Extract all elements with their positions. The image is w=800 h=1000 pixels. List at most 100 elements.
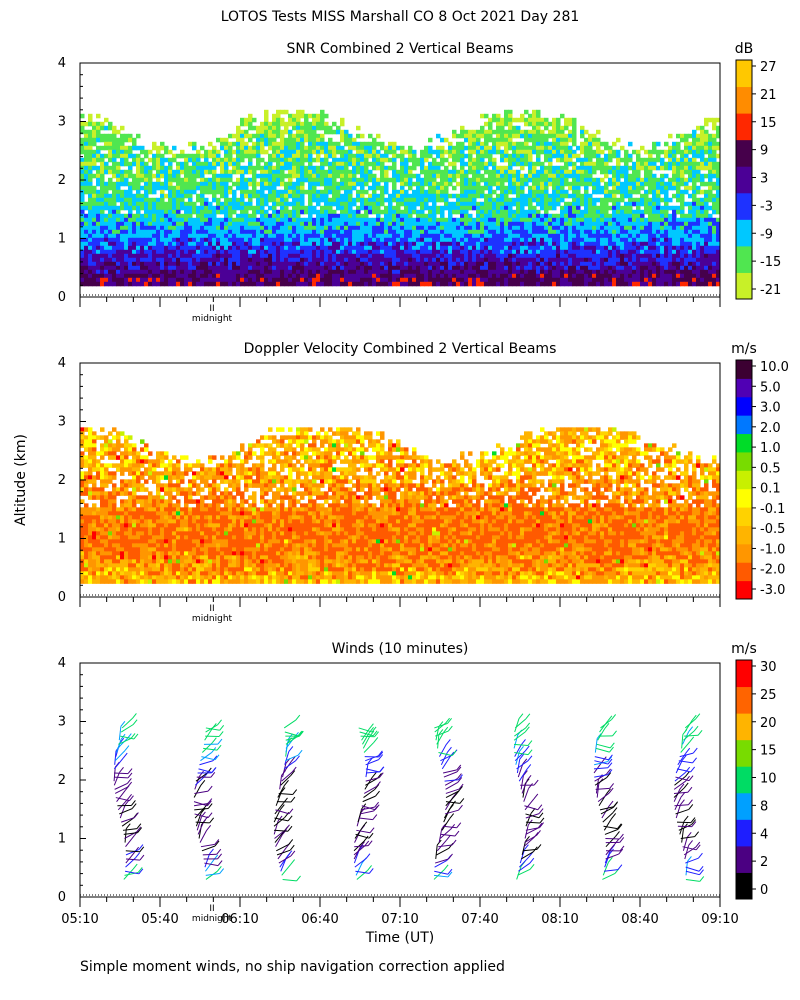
snr-cell bbox=[320, 181, 325, 187]
snr-cell bbox=[372, 181, 377, 187]
snr-cell bbox=[248, 113, 253, 119]
snr-cell bbox=[464, 181, 469, 187]
snr-cell bbox=[636, 189, 641, 195]
snr-cell bbox=[592, 177, 597, 183]
snr-cell bbox=[584, 261, 589, 267]
snr-cell bbox=[312, 197, 317, 203]
snr-cell bbox=[452, 209, 457, 215]
snr-cell bbox=[264, 225, 269, 231]
snr-cell bbox=[212, 177, 217, 183]
snr-cell bbox=[192, 161, 197, 167]
snr-cell bbox=[708, 261, 713, 267]
snr-cell bbox=[628, 197, 633, 203]
snr-cell bbox=[156, 165, 161, 171]
snr-cell bbox=[88, 253, 93, 259]
snr-cell bbox=[716, 237, 721, 243]
snr-cell bbox=[316, 221, 321, 227]
snr-cell bbox=[536, 117, 541, 123]
snr-cell bbox=[348, 257, 353, 263]
snr-cell bbox=[516, 217, 521, 223]
snr-cell bbox=[588, 145, 593, 151]
snr-cell bbox=[344, 193, 349, 199]
snr-cell bbox=[700, 133, 705, 139]
snr-cell bbox=[596, 213, 601, 219]
snr-cell bbox=[404, 193, 409, 199]
snr-cell bbox=[112, 173, 117, 179]
snr-cell bbox=[372, 141, 377, 147]
snr-cell bbox=[352, 197, 357, 203]
snr-cell bbox=[264, 177, 269, 183]
snr-cell bbox=[100, 217, 105, 223]
snr-cell bbox=[336, 189, 341, 195]
snr-cell bbox=[256, 197, 261, 203]
snr-cell bbox=[568, 181, 573, 187]
snr-cell bbox=[708, 177, 713, 183]
snr-cell bbox=[384, 185, 389, 191]
snr-cell bbox=[340, 173, 345, 179]
snr-cell bbox=[468, 145, 473, 151]
snr-cell bbox=[412, 193, 417, 199]
snr-cell bbox=[504, 201, 509, 207]
snr-cell bbox=[280, 137, 285, 143]
snr-cell bbox=[644, 237, 649, 243]
snr-cell bbox=[308, 229, 313, 235]
snr-cell bbox=[684, 261, 689, 267]
snr-cell bbox=[508, 145, 513, 151]
snr-cell bbox=[300, 217, 305, 223]
snr-cell bbox=[684, 185, 689, 191]
snr-cell bbox=[536, 133, 541, 139]
snr-cell bbox=[512, 177, 517, 183]
snr-cell bbox=[408, 205, 413, 211]
snr-cell bbox=[244, 229, 249, 235]
snr-cell bbox=[428, 189, 433, 195]
snr-cell bbox=[196, 229, 201, 235]
snr-cell bbox=[584, 229, 589, 235]
snr-cell bbox=[260, 229, 265, 235]
snr-cell bbox=[656, 141, 661, 147]
snr-cell bbox=[580, 221, 585, 227]
snr-cell bbox=[152, 189, 157, 195]
snr-cell bbox=[604, 245, 609, 251]
snr-cell bbox=[284, 129, 289, 135]
snr-cell bbox=[196, 257, 201, 263]
snr-cell bbox=[412, 161, 417, 167]
snr-cell bbox=[80, 205, 85, 211]
snr-cell bbox=[228, 149, 233, 155]
snr-cell bbox=[236, 181, 241, 187]
snr-cell bbox=[100, 221, 105, 227]
snr-cell bbox=[656, 225, 661, 231]
snr-cell bbox=[696, 229, 701, 235]
snr-cell bbox=[268, 253, 273, 259]
snr-cell bbox=[492, 181, 497, 187]
snr-cell bbox=[384, 189, 389, 195]
snr-cell bbox=[312, 141, 317, 147]
snr-cell bbox=[704, 253, 709, 259]
snr-cell bbox=[528, 253, 533, 259]
snr-cell bbox=[328, 201, 333, 207]
snr-cell bbox=[264, 161, 269, 167]
snr-cell bbox=[368, 225, 373, 231]
snr-cell bbox=[504, 237, 509, 243]
snr-cell bbox=[420, 193, 425, 199]
snr-cell bbox=[92, 125, 97, 131]
snr-cell bbox=[364, 149, 369, 155]
snr-cell bbox=[560, 137, 565, 143]
snr-cell bbox=[420, 221, 425, 227]
snr-cell bbox=[364, 145, 369, 151]
snr-cell bbox=[304, 117, 309, 123]
snr-cell bbox=[116, 233, 121, 239]
snr-cell bbox=[692, 173, 697, 179]
snr-cell bbox=[676, 165, 681, 171]
snr-cell bbox=[560, 245, 565, 251]
snr-cell bbox=[524, 161, 529, 167]
snr-cell bbox=[404, 177, 409, 183]
snr-cell bbox=[552, 253, 557, 259]
snr-cell bbox=[712, 125, 717, 131]
snr-cell bbox=[144, 205, 149, 211]
snr-cell bbox=[384, 157, 389, 163]
snr-cell bbox=[348, 153, 353, 159]
snr-cell bbox=[144, 185, 149, 191]
snr-cell bbox=[376, 237, 381, 243]
snr-cell bbox=[116, 225, 121, 231]
snr-cell bbox=[296, 137, 301, 143]
